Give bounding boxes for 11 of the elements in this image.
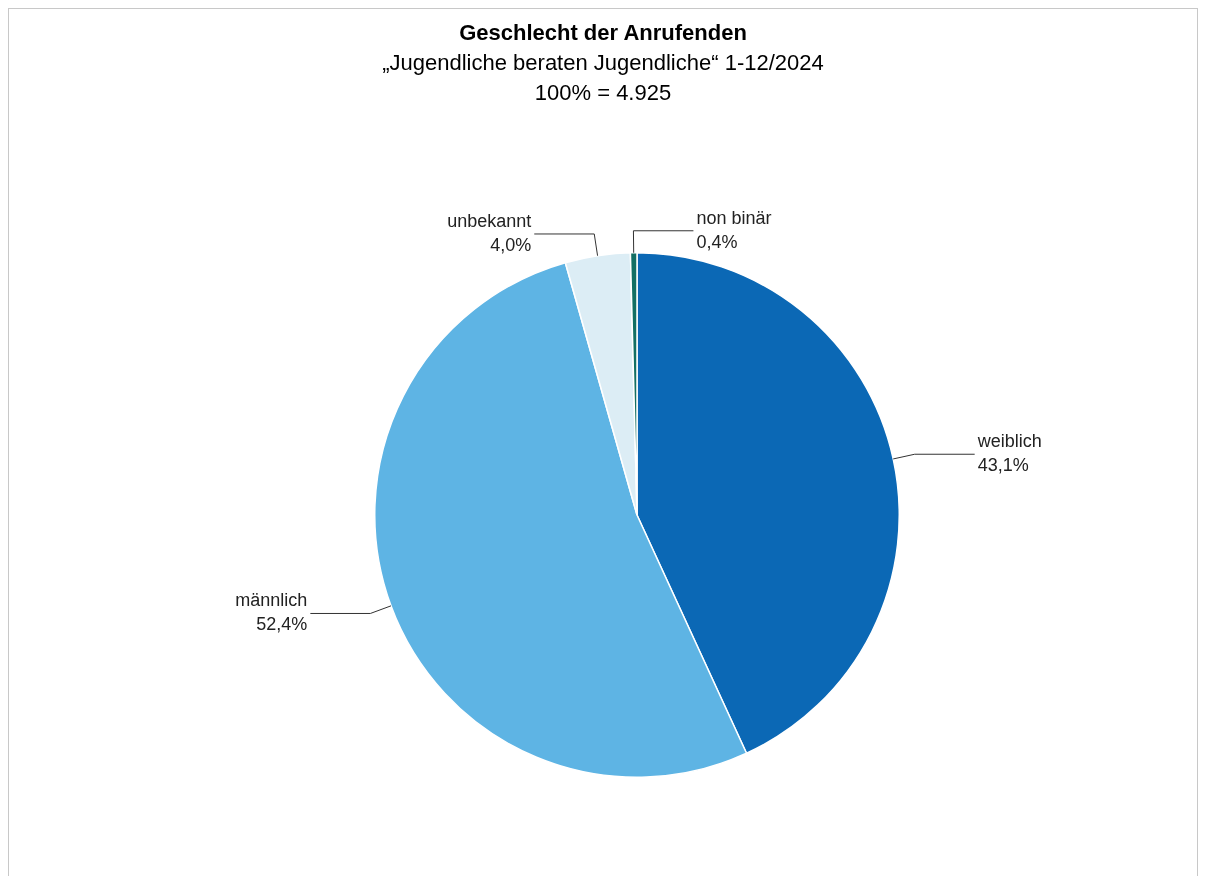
data-label: 52,4% <box>256 614 308 635</box>
data-label: 0,4% <box>696 231 738 252</box>
chart-subtitle: „Jugendliche beraten Jugendliche“ 1-12/2024 <box>381 49 825 77</box>
slice-label: weiblich <box>976 431 1042 452</box>
slice-label: männlich <box>235 590 308 611</box>
slice-label: unbekannt <box>447 210 532 231</box>
slice-label: non binär <box>696 207 772 228</box>
data-label: 43,1% <box>977 455 1029 476</box>
chart-title: Geschlecht der Anrufenden <box>458 19 748 47</box>
text: 100% = 4.925 <box>533 79 673 107</box>
data-label: 4,0% <box>490 234 532 255</box>
